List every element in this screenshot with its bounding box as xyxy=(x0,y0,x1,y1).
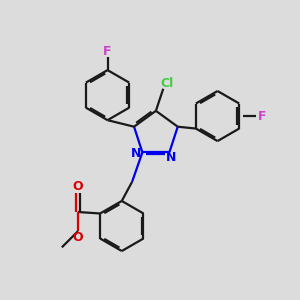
Text: Cl: Cl xyxy=(160,77,173,90)
Text: F: F xyxy=(257,110,266,122)
Text: O: O xyxy=(72,181,83,194)
Text: N: N xyxy=(131,147,141,161)
Text: N: N xyxy=(166,151,176,164)
Text: F: F xyxy=(103,45,112,58)
Text: O: O xyxy=(73,230,83,244)
